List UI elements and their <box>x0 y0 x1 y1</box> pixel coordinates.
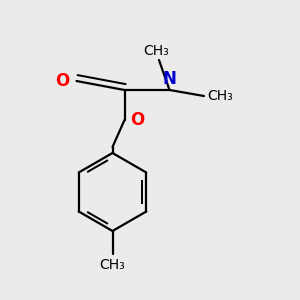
Text: CH₃: CH₃ <box>100 258 125 272</box>
Text: O: O <box>55 72 69 90</box>
Text: N: N <box>163 70 176 88</box>
Text: O: O <box>130 111 144 129</box>
Text: CH₃: CH₃ <box>207 89 233 103</box>
Text: CH₃: CH₃ <box>143 44 169 58</box>
